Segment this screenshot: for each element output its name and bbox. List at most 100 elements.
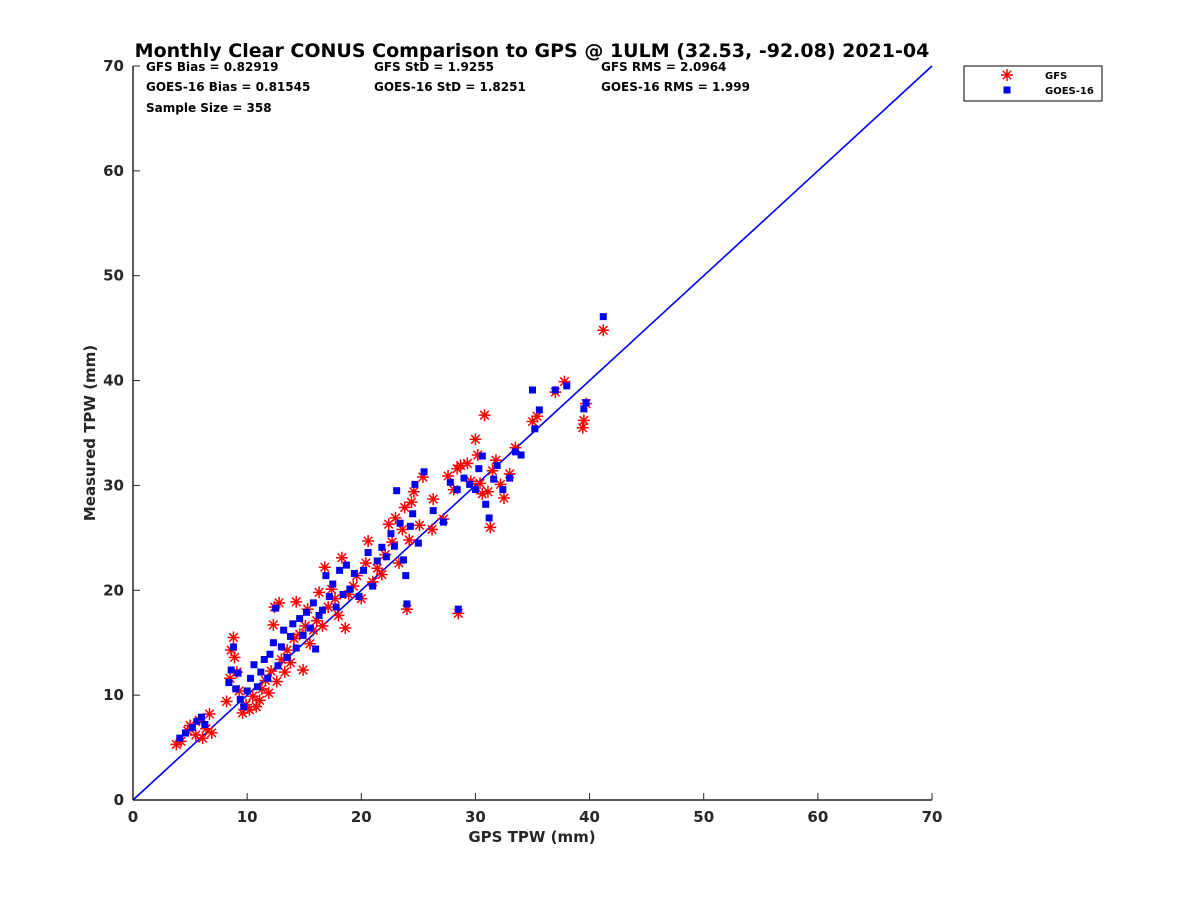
goes-16-point	[406, 522, 414, 530]
gfs-point	[196, 732, 209, 745]
goes-16-point	[535, 406, 543, 414]
legend-gfs-label: GFS	[1045, 71, 1067, 82]
goes-16-point	[369, 582, 377, 590]
gfs-point	[205, 726, 218, 739]
y-tick-label: 0	[114, 791, 124, 809]
plot-area: 0 10 20 30 40 50 60 70 0 10 20 30 40 50 60 70	[103, 57, 942, 826]
goes-16-point	[360, 566, 368, 574]
goes-16-point	[490, 475, 498, 483]
goes-16-point	[274, 662, 282, 670]
y-axis-label: Measured TPW (mm)	[81, 345, 99, 521]
goes-16-point	[511, 448, 519, 456]
gfs-point	[220, 695, 233, 708]
goes-16-point	[499, 486, 507, 494]
goes-16-point	[466, 480, 474, 488]
goes-16-point	[329, 580, 337, 588]
goes-16-point	[551, 386, 559, 394]
y-tick-label: 40	[103, 372, 124, 390]
gfs-point	[246, 690, 259, 703]
statistics-block: GFS Bias = 0.82919 GFS StD = 1.9255 GFS RM…	[146, 60, 750, 115]
x-axis-label: GPS TPW (mm)	[468, 828, 595, 846]
gfs-point	[407, 485, 420, 498]
gfs-point	[270, 675, 283, 688]
goes-16-point	[355, 593, 363, 601]
goes-16-point	[193, 717, 201, 725]
goes-16-point	[350, 570, 358, 578]
gfs-point	[481, 485, 494, 498]
gfs-point	[250, 700, 263, 713]
goes-16-point	[283, 653, 291, 661]
gfs-point	[228, 651, 241, 664]
gfs-point	[469, 433, 482, 446]
goes-16-point	[188, 724, 196, 732]
axis-ticks: 0 10 20 30 40 50 60 70 0 10 20 30 40 50 60 70	[103, 57, 942, 826]
goes-16-point	[243, 687, 251, 695]
goes-16-point	[289, 620, 297, 628]
goes-16-point	[446, 478, 454, 486]
goes-16-point	[531, 425, 539, 433]
goes-16-point	[517, 451, 525, 459]
goes-16-point	[260, 655, 268, 663]
legend-gfs-marker	[1001, 69, 1013, 81]
goes-16-point	[236, 695, 244, 703]
gfs-point	[339, 622, 352, 635]
goes-16-point	[312, 645, 320, 653]
gfs-point	[332, 609, 345, 622]
goes-16-point	[420, 468, 428, 476]
goes-16-point	[277, 643, 285, 651]
goes-16-point	[346, 585, 354, 593]
stat-text: GOES-16 RMS = 1.999	[601, 80, 750, 94]
goes-16-point	[339, 590, 347, 598]
goes-16-point	[325, 593, 333, 601]
gfs-point	[427, 493, 440, 506]
gfs-point	[316, 619, 329, 632]
gfs-point	[375, 568, 388, 581]
goes-16-point	[439, 518, 447, 526]
x-tick-label: 70	[922, 808, 943, 826]
goes-16-point	[390, 542, 398, 550]
goes-16-point	[387, 530, 395, 538]
gfs-point	[403, 533, 416, 546]
gfs-point	[576, 421, 589, 434]
y-tick-label: 10	[103, 686, 124, 704]
gfs-point	[262, 687, 275, 700]
goes-16-point	[580, 405, 588, 413]
goes-16-point	[302, 608, 310, 616]
gfs-point	[278, 666, 291, 679]
goes-16-point	[309, 599, 317, 607]
goes-16-point	[264, 674, 272, 682]
gfs-point	[398, 501, 411, 514]
goes-16-point	[176, 734, 184, 742]
gfs-point	[461, 457, 474, 470]
goes-16-point	[266, 650, 274, 658]
legend-gfs-asterisk	[1001, 69, 1013, 81]
goes-16-point	[475, 465, 483, 473]
goes-16-point	[409, 510, 417, 518]
goes-16-point	[332, 603, 340, 611]
gfs-point	[203, 708, 216, 721]
gfs-point	[426, 523, 439, 536]
gfs-point	[497, 492, 510, 505]
chart-title: Monthly Clear CONUS Comparison to GPS @ …	[135, 40, 930, 62]
goes-16-point	[400, 556, 408, 564]
goes-16-point	[322, 572, 330, 580]
goes-16-point	[373, 557, 381, 565]
gfs-point	[362, 535, 375, 548]
stat-text: GOES-16 StD = 1.8251	[374, 80, 526, 94]
goes-16-point	[478, 452, 486, 460]
legend-goes-16-label: GOES-16	[1045, 86, 1094, 97]
goes-16-point	[232, 685, 240, 693]
goes-16-point	[182, 729, 190, 737]
goes-16-point	[306, 624, 314, 632]
gfs-point	[577, 414, 590, 427]
goes-16-point	[299, 631, 307, 639]
goes-16-point	[460, 474, 468, 482]
goes-16-point	[529, 386, 536, 394]
goes-16-point	[364, 549, 372, 557]
gfs-point	[484, 521, 497, 534]
x-tick-label: 30	[465, 808, 486, 826]
stat-text: GOES-16 Bias = 0.81545	[146, 80, 310, 94]
goes-16-point	[493, 462, 501, 470]
x-tick-label: 60	[807, 808, 828, 826]
goes-16-point	[253, 683, 261, 691]
